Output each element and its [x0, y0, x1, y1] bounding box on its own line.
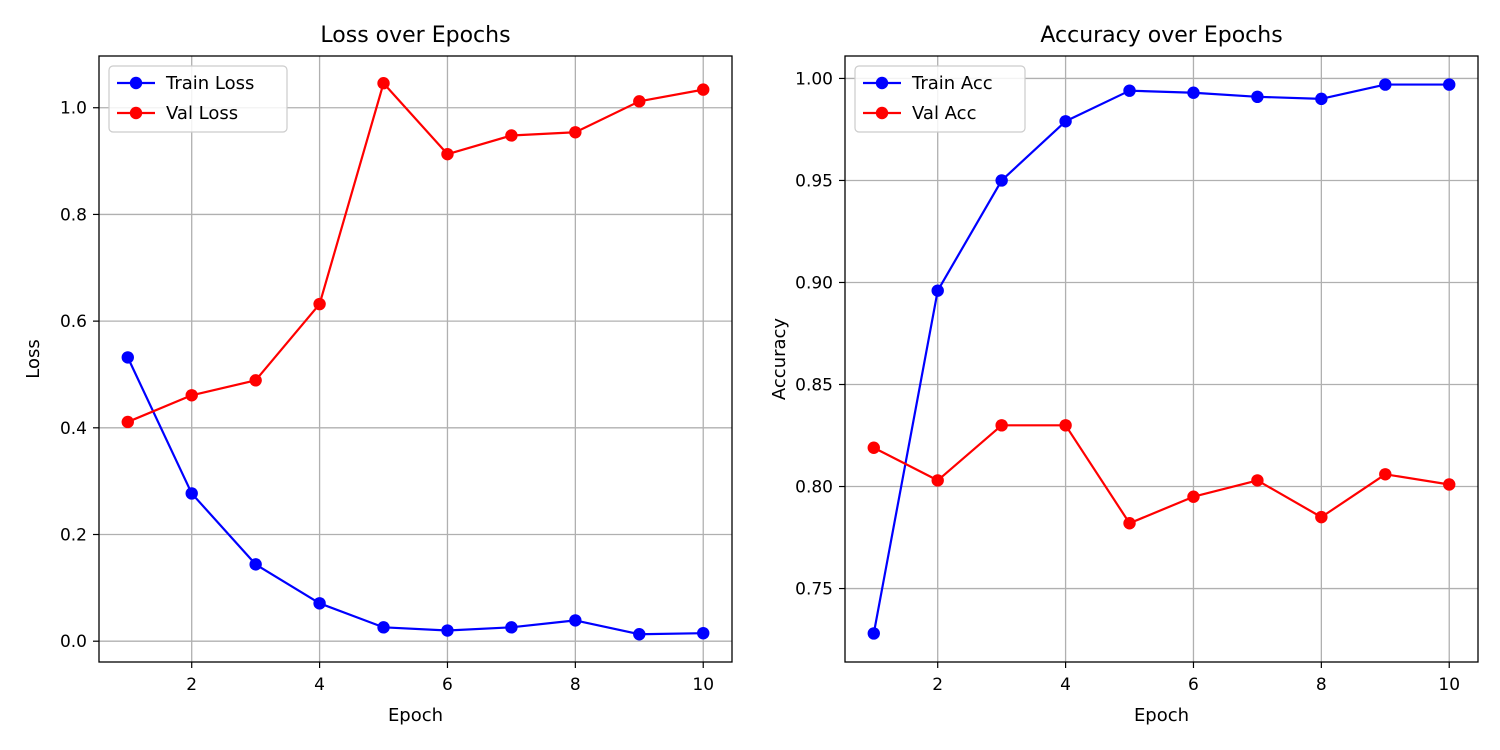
x-axis-label: Epoch: [388, 705, 443, 726]
y-tick-label: 0.4: [60, 419, 87, 439]
series-val-loss: [121, 77, 710, 429]
chart-title: Loss over Epochs: [320, 23, 510, 48]
y-tick-label: 0.75: [795, 580, 833, 600]
data-point: [505, 621, 518, 634]
data-point: [1251, 90, 1264, 104]
y-tick-label: 1.00: [795, 69, 833, 89]
data-point: [931, 284, 944, 297]
data-point: [313, 297, 326, 311]
y-axis-label: Accuracy: [769, 318, 790, 401]
data-point: [505, 129, 518, 142]
x-tick-label: 2: [186, 675, 197, 695]
data-point: [313, 597, 326, 610]
y-axis-label: Loss: [23, 339, 44, 378]
data-point: [1315, 92, 1328, 106]
data-point: [1379, 78, 1392, 91]
series-train-loss: [121, 351, 710, 641]
x-tick-label: 4: [314, 675, 325, 695]
legend: Train Loss Val Loss: [108, 65, 288, 133]
legend-label: Train Loss: [165, 73, 254, 94]
series-line: [873, 424, 1450, 525]
data-point: [1059, 419, 1072, 432]
data-point: [1123, 84, 1136, 97]
data-point: [569, 614, 582, 627]
y-tick-label: 0.95: [795, 171, 833, 191]
y-tick-label: 0.2: [60, 526, 87, 546]
y-tick-label: 1.0: [60, 99, 87, 119]
y-tick-label: 0.85: [795, 376, 833, 396]
grid: [99, 56, 732, 662]
y-tick-label: 0.6: [60, 312, 87, 332]
legend-swatch-marker: [129, 76, 143, 90]
y-tick-label: 0.0: [60, 632, 87, 652]
data-point: [867, 627, 880, 640]
legend-swatch-marker: [129, 106, 143, 120]
plot-frame: [98, 55, 733, 663]
legend-label: Val Loss: [166, 103, 238, 124]
data-point: [249, 374, 262, 387]
data-point: [1251, 474, 1264, 487]
grid: [845, 56, 1478, 662]
data-point: [185, 487, 198, 500]
data-point: [1187, 86, 1200, 99]
data-point: [1187, 490, 1200, 503]
data-point: [931, 474, 944, 487]
accuracy-chart: 2 4 6 8 10 0.75 0.80 0.85 0.90 0.95 1.00 Accuracy o…: [769, 23, 1479, 726]
series-line: [126, 356, 704, 636]
x-tick-label: 6: [442, 675, 453, 695]
series-val-acc: [867, 419, 1456, 530]
x-tick-label: 6: [1188, 675, 1199, 695]
x-tick-label: 10: [692, 675, 714, 695]
data-point: [995, 174, 1008, 187]
plot-frame: [844, 55, 1479, 663]
x-tick-label: 8: [570, 675, 581, 695]
x-tick-label: 4: [1060, 675, 1071, 695]
chart-title: Accuracy over Epochs: [1040, 23, 1282, 48]
legend-label: Train Acc: [911, 73, 993, 94]
data-point: [1443, 478, 1456, 491]
data-point: [249, 558, 262, 571]
data-point: [1059, 115, 1072, 128]
loss-chart: 2 4 6 8 10 0.0 0.2 0.4 0.6 0.8 1.0 Loss over Epochs…: [23, 23, 733, 726]
data-point: [377, 77, 390, 90]
data-point: [1315, 510, 1328, 524]
data-point: [697, 626, 710, 640]
data-point: [569, 126, 582, 139]
x-tick-label: 10: [1438, 675, 1460, 695]
x-tick-label: 8: [1316, 675, 1327, 695]
data-point: [1123, 517, 1136, 530]
legend: Train Acc Val Acc: [854, 65, 1026, 133]
data-point: [697, 83, 710, 96]
y-tick-label: 0.90: [795, 273, 833, 293]
data-point: [995, 419, 1008, 432]
data-point: [121, 415, 134, 429]
data-point: [1443, 78, 1456, 91]
data-point: [121, 351, 134, 364]
data-point: [185, 389, 198, 402]
legend-swatch-marker: [875, 106, 889, 120]
y-tick-label: 0.8: [60, 205, 87, 225]
data-point: [633, 628, 646, 641]
data-point: [633, 95, 646, 108]
data-point: [377, 621, 390, 634]
x-axis-label: Epoch: [1134, 705, 1189, 726]
series-line: [872, 83, 1450, 634]
legend-label: Val Acc: [912, 103, 976, 124]
x-tick-label: 2: [932, 675, 943, 695]
series-line: [127, 82, 704, 423]
data-point: [1379, 468, 1392, 481]
data-point: [867, 441, 880, 454]
y-tick-label: 0.80: [795, 478, 833, 498]
data-point: [441, 624, 454, 637]
legend-swatch-marker: [875, 76, 889, 90]
series-train-acc: [867, 78, 1456, 640]
data-point: [441, 147, 454, 161]
